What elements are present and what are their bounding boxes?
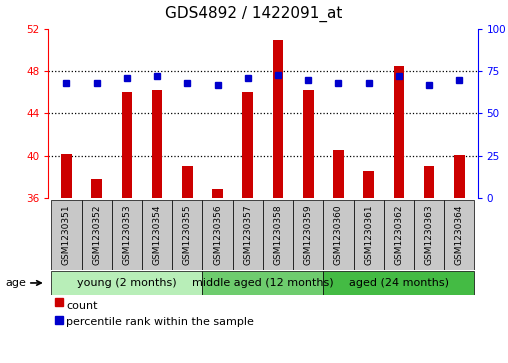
Bar bbox=[354, 200, 384, 270]
Bar bbox=[324, 200, 354, 270]
Bar bbox=[202, 271, 324, 295]
Bar bbox=[212, 189, 223, 198]
Bar bbox=[424, 166, 434, 198]
Bar bbox=[51, 200, 81, 270]
Text: GSM1230351: GSM1230351 bbox=[62, 205, 71, 265]
Bar bbox=[242, 92, 253, 198]
Text: GSM1230362: GSM1230362 bbox=[394, 205, 403, 265]
Bar bbox=[202, 200, 233, 270]
Bar bbox=[293, 200, 324, 270]
Text: aged (24 months): aged (24 months) bbox=[349, 278, 449, 288]
Bar bbox=[121, 92, 132, 198]
Text: GDS4892 / 1422091_at: GDS4892 / 1422091_at bbox=[165, 5, 343, 22]
Text: GSM1230364: GSM1230364 bbox=[455, 205, 464, 265]
Text: GSM1230363: GSM1230363 bbox=[425, 205, 434, 265]
Text: GSM1230361: GSM1230361 bbox=[364, 205, 373, 265]
Bar bbox=[394, 66, 404, 198]
Bar bbox=[51, 271, 202, 295]
Bar bbox=[414, 200, 444, 270]
Bar bbox=[152, 90, 163, 198]
Bar bbox=[112, 200, 142, 270]
Bar bbox=[91, 179, 102, 198]
Text: percentile rank within the sample: percentile rank within the sample bbox=[66, 317, 254, 327]
Bar bbox=[384, 200, 414, 270]
Bar bbox=[172, 200, 202, 270]
Text: young (2 months): young (2 months) bbox=[77, 278, 177, 288]
Text: GSM1230356: GSM1230356 bbox=[213, 205, 222, 265]
Text: GSM1230359: GSM1230359 bbox=[304, 205, 313, 265]
Text: age: age bbox=[5, 278, 26, 288]
Bar bbox=[363, 171, 374, 198]
Text: middle aged (12 months): middle aged (12 months) bbox=[192, 278, 334, 288]
Bar bbox=[454, 155, 465, 198]
Bar bbox=[182, 166, 193, 198]
Bar bbox=[142, 200, 172, 270]
Bar bbox=[333, 150, 344, 198]
Text: GSM1230358: GSM1230358 bbox=[273, 205, 282, 265]
Bar bbox=[303, 90, 313, 198]
Text: GSM1230360: GSM1230360 bbox=[334, 205, 343, 265]
Bar bbox=[263, 200, 293, 270]
Text: GSM1230357: GSM1230357 bbox=[243, 205, 252, 265]
Text: GSM1230355: GSM1230355 bbox=[183, 205, 192, 265]
Bar bbox=[81, 200, 112, 270]
Bar bbox=[273, 40, 283, 198]
Text: GSM1230352: GSM1230352 bbox=[92, 205, 101, 265]
Bar bbox=[233, 200, 263, 270]
Text: count: count bbox=[66, 301, 98, 311]
Bar bbox=[324, 271, 474, 295]
Text: GSM1230353: GSM1230353 bbox=[122, 205, 132, 265]
Text: GSM1230354: GSM1230354 bbox=[152, 205, 162, 265]
Bar bbox=[61, 154, 72, 198]
Bar bbox=[444, 200, 474, 270]
